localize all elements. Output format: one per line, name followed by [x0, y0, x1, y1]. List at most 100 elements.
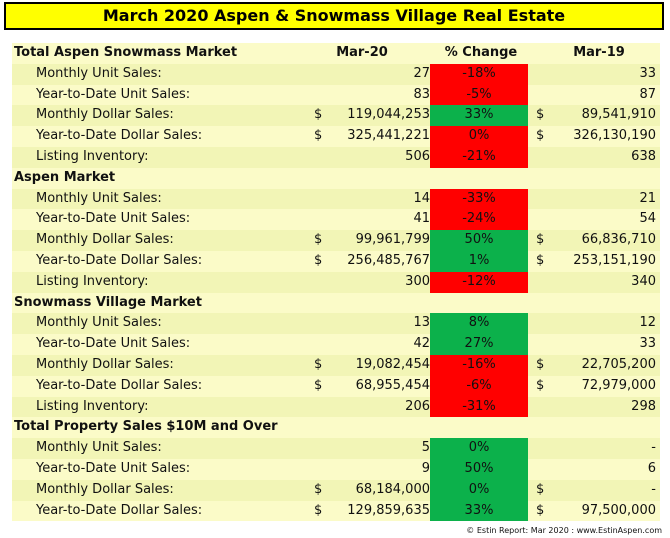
- section-title: Snowmass Village Market: [14, 294, 202, 310]
- section-header-row: Snowmass Village Market: [12, 292, 660, 314]
- percent-change-cell: -21%: [430, 146, 528, 168]
- percent-change-cell: 27%: [430, 334, 528, 355]
- value-prior: 253,151,190: [573, 252, 656, 268]
- table-row: Listing Inventory: 300 -12% 340: [12, 271, 660, 293]
- percent-change-cell: -12%: [430, 271, 528, 293]
- value-prior: 33: [639, 65, 656, 81]
- percent-change-cell: -33%: [430, 188, 528, 210]
- value-current: 41: [413, 211, 430, 227]
- row-label: Year-to-Date Dollar Sales:: [36, 128, 203, 144]
- value-prior: 12: [639, 315, 656, 331]
- value-prior: 340: [631, 273, 656, 289]
- section-header-row: Total Property Sales $10M and Over: [12, 417, 660, 439]
- percent-change-cell: -5%: [430, 84, 528, 106]
- row-label: Year-to-Date Unit Sales:: [36, 211, 191, 227]
- value-current: 506: [405, 148, 430, 164]
- currency-symbol-current: $: [314, 232, 323, 248]
- currency-symbol-prior: $: [536, 252, 545, 268]
- row-label: Year-to-Date Unit Sales:: [36, 86, 191, 102]
- row-label: Monthly Dollar Sales:: [36, 481, 174, 497]
- row-label: Monthly Unit Sales:: [36, 315, 162, 331]
- value-current: 42: [413, 336, 430, 352]
- value-current: 68,184,000: [355, 481, 430, 497]
- currency-symbol-current: $: [314, 377, 323, 393]
- column-header-change: % Change: [444, 45, 518, 60]
- value-prior: 6: [647, 460, 656, 476]
- percent-change-cell: 0%: [430, 479, 528, 501]
- value-current: 256,485,767: [347, 252, 430, 268]
- row-label: Year-to-Date Dollar Sales:: [36, 377, 203, 393]
- value-prior: -: [651, 481, 656, 497]
- value-current: 325,441,221: [347, 128, 430, 144]
- table-row: Monthly Dollar Sales: $68,184,000 0% $ -: [12, 479, 660, 501]
- currency-symbol-prior: $: [536, 356, 545, 372]
- table-row: Year-to-Date Unit Sales: 42 27% 33: [12, 334, 660, 355]
- table-row: Monthly Dollar Sales: $119,044,253 33% $89,…: [12, 105, 660, 127]
- section-title: Aspen Market: [14, 169, 116, 185]
- table-row: Year-to-Date Dollar Sales: $256,485,767 1%…: [12, 250, 660, 272]
- table-row: Year-to-Date Unit Sales: 83 -5% 87: [12, 84, 660, 106]
- value-current: 206: [405, 398, 430, 414]
- value-current: 14: [413, 190, 430, 206]
- percent-change-cell: -31%: [430, 396, 528, 418]
- value-current: 27: [413, 65, 430, 81]
- table-row: Monthly Unit Sales: 13 8% 12: [12, 313, 660, 335]
- value-prior: 54: [639, 211, 656, 227]
- column-header-prior: Mar-19: [573, 45, 625, 60]
- percent-change-cell: 50%: [430, 458, 528, 480]
- percent-change-cell: 33%: [430, 105, 528, 127]
- currency-symbol-prior: $: [536, 128, 545, 144]
- table-row: Year-to-Date Unit Sales: 41 -24% 54: [12, 209, 660, 231]
- value-current: 68,955,454: [355, 377, 430, 393]
- row-label: Listing Inventory:: [36, 398, 149, 414]
- percent-change-cell: -6%: [430, 375, 528, 397]
- value-prior: 298: [631, 398, 656, 414]
- value-prior: 33: [639, 336, 656, 352]
- section-title: Total Property Sales $10M and Over: [14, 419, 278, 435]
- table-row: Year-to-Date Unit Sales: 9 50% 6: [12, 458, 660, 480]
- section-title: Total Aspen Snowmass Market: [14, 45, 238, 60]
- column-header-current: Mar-20: [336, 45, 388, 60]
- percent-change-cell: 33%: [430, 500, 528, 522]
- value-current: 19,082,454: [355, 356, 430, 372]
- row-label: Monthly Dollar Sales:: [36, 356, 174, 372]
- percent-change-cell: 8%: [430, 313, 528, 335]
- row-label: Monthly Unit Sales:: [36, 65, 162, 81]
- value-prior: 89,541,910: [581, 107, 656, 123]
- table-row: Monthly Dollar Sales: $19,082,454 -16% $22,…: [12, 354, 660, 376]
- table-row: Monthly Unit Sales: 5 0% -: [12, 438, 660, 459]
- value-prior: -: [651, 440, 656, 456]
- value-current: 9: [421, 460, 430, 476]
- row-label: Monthly Unit Sales:: [36, 190, 162, 206]
- value-prior: 638: [631, 148, 656, 164]
- value-prior: 22,705,200: [581, 356, 656, 372]
- value-prior: 21: [639, 190, 656, 206]
- table-row: Monthly Unit Sales: 14 -33% 21: [12, 188, 660, 210]
- value-current: 5: [421, 440, 430, 456]
- row-label: Year-to-Date Unit Sales:: [36, 460, 191, 476]
- value-current: 129,859,635: [347, 502, 430, 518]
- row-label: Listing Inventory:: [36, 148, 149, 164]
- percent-change-cell: 1%: [430, 250, 528, 272]
- table-row: Monthly Dollar Sales: $99,961,799 50% $66,8…: [12, 230, 660, 251]
- section-header-row: Aspen Market: [12, 167, 660, 189]
- row-label: Listing Inventory:: [36, 273, 149, 289]
- currency-symbol-prior: $: [536, 107, 545, 123]
- value-prior: 66,836,710: [581, 232, 656, 248]
- row-label: Monthly Unit Sales:: [36, 440, 162, 456]
- value-prior: 326,130,190: [573, 128, 656, 144]
- value-current: 300: [405, 273, 430, 289]
- percent-change-cell: -16%: [430, 354, 528, 376]
- copyright-footer: © Estin Report: Mar 2020 : www.EstinAspe…: [466, 526, 662, 535]
- table-row: Listing Inventory: 506 -21% 638: [12, 146, 660, 168]
- percent-change-cell: -24%: [430, 209, 528, 231]
- value-prior: 97,500,000: [581, 502, 656, 518]
- currency-symbol-current: $: [314, 502, 323, 518]
- value-prior: 72,979,000: [581, 377, 656, 393]
- percent-change-cell: 50%: [430, 230, 528, 251]
- currency-symbol-prior: $: [536, 481, 545, 497]
- currency-symbol-current: $: [314, 107, 323, 123]
- currency-symbol-prior: $: [536, 232, 545, 248]
- row-label: Year-to-Date Unit Sales:: [36, 336, 191, 352]
- value-current: 83: [413, 86, 430, 102]
